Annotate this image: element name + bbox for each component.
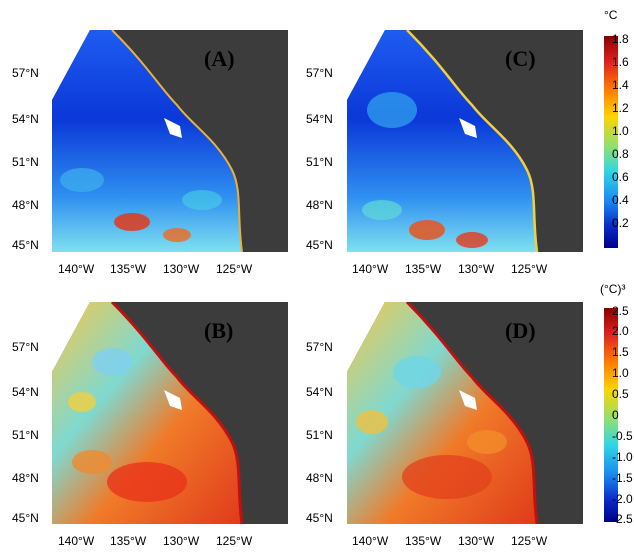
lat-label: 45°N <box>306 511 333 525</box>
map-panel-a: (A) <box>52 30 288 252</box>
lat-label: 48°N <box>306 198 333 212</box>
panel-label: (B) <box>204 318 234 343</box>
colorbar-tick: 0 <box>612 408 619 422</box>
colorbar-tick: 0.8 <box>612 147 629 161</box>
lat-label: 54°N <box>306 112 333 126</box>
colorbar-tick: 0.4 <box>612 193 629 207</box>
lon-label: 130°W <box>163 534 200 548</box>
lon-label: 135°W <box>405 534 442 548</box>
colorbar-tick: -2.0 <box>612 492 633 506</box>
lon-label: 140°W <box>352 262 389 276</box>
lon-label: 140°W <box>58 534 95 548</box>
lat-label: 51°N <box>306 428 333 442</box>
ocean-field <box>347 30 537 252</box>
colorbar-tick: -0.5 <box>612 429 633 443</box>
lat-label: 45°N <box>12 511 39 525</box>
colorbar-tick: -1.5 <box>612 471 633 485</box>
lat-label: 57°N <box>12 340 39 354</box>
lon-label: 130°W <box>458 534 495 548</box>
lon-label: 140°W <box>352 534 389 548</box>
lat-label: 51°N <box>306 155 333 169</box>
lon-label: 130°W <box>163 262 200 276</box>
colorbar-tick: 1.6 <box>612 55 629 69</box>
lon-label: 125°W <box>216 534 253 548</box>
lat-label: 51°N <box>12 428 39 442</box>
lat-label: 57°N <box>306 66 333 80</box>
colorbar-tick: 1.0 <box>612 366 629 380</box>
lat-label: 57°N <box>12 66 39 80</box>
lat-label: 57°N <box>306 340 333 354</box>
lat-label: 51°N <box>12 155 39 169</box>
colorbar-tick: -1.0 <box>612 450 633 464</box>
panel-label: (D) <box>505 318 536 343</box>
colorbar-tick: 2.0 <box>612 324 629 338</box>
colorbar-tick: 0.6 <box>612 170 629 184</box>
colorbar-tick: 1.4 <box>612 78 629 92</box>
lon-label: 135°W <box>110 534 147 548</box>
lat-label: 48°N <box>12 198 39 212</box>
colorbar-bottom-unit: (°C)³ <box>600 282 626 296</box>
colorbar-tick: 1.0 <box>612 124 629 138</box>
lat-label: 45°N <box>12 238 39 252</box>
colorbar-tick: 1.8 <box>612 32 629 46</box>
lat-label: 54°N <box>306 385 333 399</box>
lat-label: 48°N <box>306 471 333 485</box>
panel-label: (A) <box>204 46 235 71</box>
ocean-field <box>347 302 537 524</box>
lat-label: 54°N <box>12 385 39 399</box>
colorbar-top <box>604 36 618 248</box>
lat-label: 54°N <box>12 112 39 126</box>
lon-label: 135°W <box>405 262 442 276</box>
lat-label: 48°N <box>12 471 39 485</box>
map-panel-c: (C) <box>347 30 583 252</box>
map-panel-b: (B) <box>52 302 288 524</box>
map-panel-d: (D) <box>347 302 583 524</box>
colorbar-tick: 2.5 <box>612 304 629 318</box>
lon-label: 125°W <box>511 534 548 548</box>
colorbar-tick: 1.5 <box>612 345 629 359</box>
colorbar-tick: 1.2 <box>612 101 629 115</box>
lon-label: 125°W <box>511 262 548 276</box>
colorbar-tick: 0.2 <box>612 216 629 230</box>
lon-label: 130°W <box>458 262 495 276</box>
colorbar-bottom <box>604 308 618 522</box>
colorbar-tick: 0.5 <box>612 387 629 401</box>
lon-label: 135°W <box>110 262 147 276</box>
panel-label: (C) <box>505 46 536 71</box>
lat-label: 45°N <box>306 238 333 252</box>
colorbar-tick: -2.5 <box>612 512 633 526</box>
lon-label: 125°W <box>216 262 253 276</box>
colorbar-top-unit: °C <box>604 8 618 22</box>
lon-label: 140°W <box>58 262 95 276</box>
